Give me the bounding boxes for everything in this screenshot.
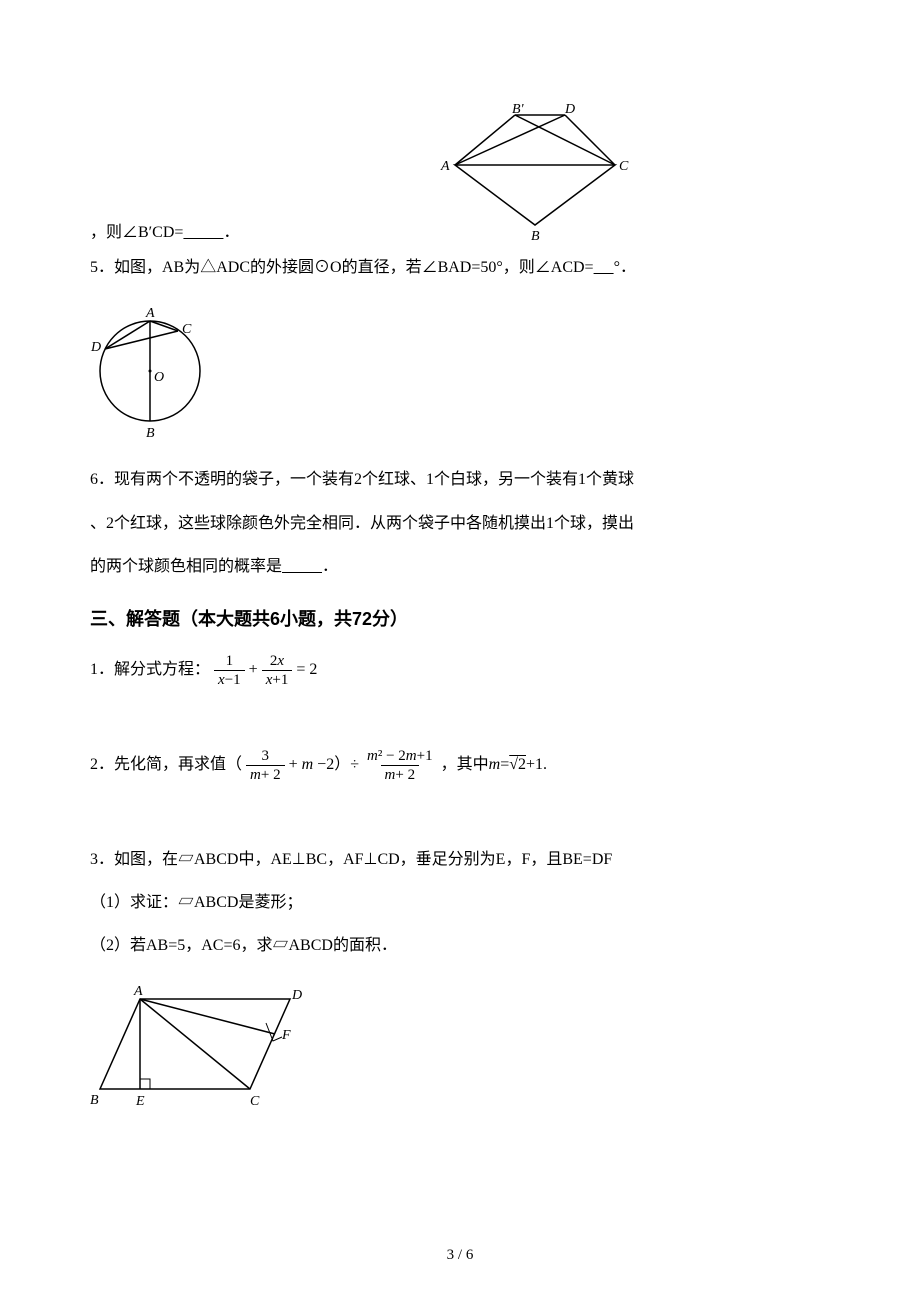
s3p1-prefix: 1．解分式方程： [90, 661, 210, 678]
problem5-figure-wrap: A D C O B [90, 293, 830, 462]
problem6-line2: 、2个红球，这些球除颜色外完全相同．从两个袋子中各随机摸出1个球，摸出 [90, 506, 830, 541]
problem6-blank [282, 558, 322, 575]
label-b: B [531, 229, 540, 244]
label-d: D [564, 102, 575, 117]
s3p2-mid2a: m [302, 747, 314, 782]
p5-label-b: B [146, 426, 155, 441]
s3p3-label-b: B [90, 1093, 99, 1108]
s3p1-frac2-num: 2x [266, 652, 288, 670]
s3p3-label-a: A [133, 984, 143, 999]
s3p2-frac2: m² − 2m+1 m+ 2 [363, 747, 437, 784]
s3p2-frac1-num: 3 [258, 747, 274, 765]
label-b-prime: B' [512, 102, 525, 117]
s3p3-figure-wrap: A D F B E C [90, 971, 830, 1140]
problem4-text: ，则∠B′CD= ． [90, 215, 239, 250]
s3p3-line2: （1）求证：▱ABCD是菱形； [90, 885, 830, 920]
page-footer: 3 / 6 [0, 1239, 920, 1272]
s3p1-frac1-num: 1 [222, 652, 238, 670]
s3-problem1: 1．解分式方程： 1 x−1 + 2x x+1 = 2 [90, 652, 830, 689]
s3p3-label-c: C [250, 1094, 260, 1109]
s3-problem2: 2．先化简，再求值（ 3 m+ 2 + m −2）÷ m² − 2m+1 m+ … [90, 747, 830, 784]
s3p1-frac2-den: x+1 [262, 670, 293, 689]
p5-label-c: C [182, 322, 192, 337]
s3p2-frac1-den: m+ 2 [246, 765, 285, 784]
s3p2-prefix: 2．先化简，再求值（ [90, 756, 242, 773]
label-a: A [440, 159, 450, 174]
s3p1-frac2: 2x x+1 [262, 652, 293, 689]
problem6-line1: 6．现有两个不透明的袋子，一个装有2个红球、1个白球，另一个装有1个黄球 [90, 462, 830, 497]
s3p2-frac1: 3 m+ 2 [246, 747, 285, 784]
problem5-text-b: °． [614, 259, 636, 276]
problem4-blank [183, 224, 223, 241]
s3p1-frac1: 1 x−1 [214, 652, 245, 689]
s3p1-frac1-den: x−1 [214, 670, 245, 689]
p5-label-o: O [154, 370, 164, 385]
problem6-line3-b: ． [322, 558, 338, 575]
problem6-line3-a: 的两个球颜色相同的概率是 [90, 558, 282, 575]
s3p3-figure: A D F B E C [90, 979, 310, 1119]
s3p2-frac2-den: m+ 2 [381, 765, 420, 784]
s3p2-suffix-a: ，其中 [441, 756, 489, 773]
s3p2-suffix-d: +1. [526, 756, 547, 773]
s3p2-mid2b: −2）÷ [317, 747, 359, 782]
label-c: C [619, 159, 629, 174]
s3p3-line3: （2）若AB=5，AC=6，求▱ABCD的面积． [90, 928, 830, 963]
problem5-text: 5．如图，AB为△ADC的外接圆⊙O的直径，若∠BAD=50°，则∠ACD= °… [90, 250, 830, 285]
spacer1 [90, 697, 830, 747]
s3p2-expression: 3 m+ 2 + m −2）÷ m² − 2m+1 m+ 2 [246, 747, 437, 784]
s3p3-line1: 3．如图，在▱ABCD中，AE⊥BC，AF⊥CD，垂足分别为E，F，且BE=DF [90, 842, 830, 877]
s3p1-plus: + [249, 652, 258, 687]
s3p3-label-e: E [135, 1094, 145, 1109]
s3p2-frac2-num: m² − 2m+1 [363, 747, 437, 765]
problem4-figure-wrap: B' D A C B [239, 100, 830, 250]
problem5-blank [594, 259, 614, 276]
s3p3-label-d: D [291, 988, 302, 1003]
p5-label-d: D [90, 340, 101, 355]
p5-label-a: A [145, 306, 155, 321]
section3-title: 三、解答题（本大题共6小题，共72分） [90, 600, 830, 640]
problem4-prefix: ，则∠B′CD= [90, 224, 183, 241]
problem5-text-a: 5．如图，AB为△ADC的外接圆⊙O的直径，若∠BAD=50°，则∠ACD= [90, 259, 594, 276]
problem4-figure: B' D A C B [435, 100, 635, 250]
s3p2-suffix-b: m [489, 756, 501, 773]
s3p3-label-f: F [281, 1028, 291, 1043]
s3p2-mid1: + [289, 747, 298, 782]
s3p1-expression: 1 x−1 + 2x x+1 = 2 [214, 652, 317, 689]
problem6-line3: 的两个球颜色相同的概率是 ． [90, 549, 830, 584]
problem4-container: ，则∠B′CD= ． B' D A C B [90, 100, 830, 250]
s3p2-suffix-c: = [500, 756, 509, 773]
spacer2 [90, 792, 830, 842]
s3p2-sqrt: √2 [509, 756, 526, 773]
s3p1-eq: = 2 [296, 652, 317, 687]
problem5-figure: A D C O B [90, 301, 210, 441]
problem4-suffix: ． [223, 224, 239, 241]
